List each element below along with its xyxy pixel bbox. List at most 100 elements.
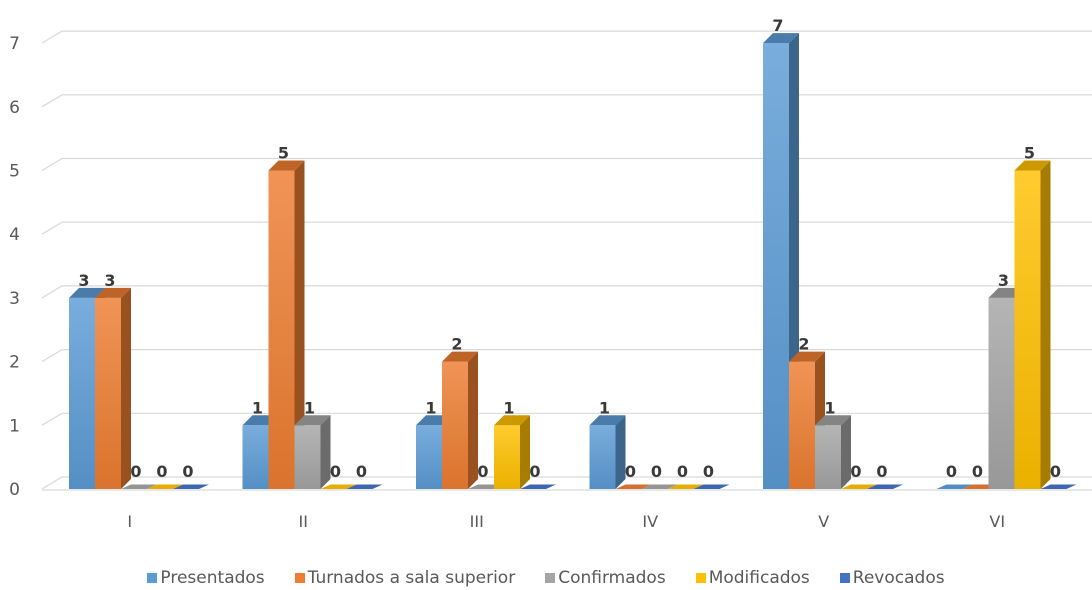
bar-front xyxy=(268,170,295,489)
data-label: 3 xyxy=(104,271,115,290)
legend-swatch xyxy=(147,573,158,583)
x-tick-label: V xyxy=(818,512,829,531)
bar-side xyxy=(320,415,331,489)
bar xyxy=(294,415,331,489)
bar xyxy=(346,484,383,489)
bar-side xyxy=(468,351,478,489)
bar xyxy=(867,484,903,489)
bar xyxy=(268,160,305,489)
legend-label: Revocados xyxy=(852,568,945,588)
bar-top xyxy=(1014,160,1051,171)
x-tick-label: II xyxy=(299,512,308,531)
bar xyxy=(589,415,626,489)
data-label: 2 xyxy=(798,335,809,354)
bar-top xyxy=(867,484,903,489)
y-tick-label: 1 xyxy=(9,416,20,436)
gridlines xyxy=(41,30,1092,491)
bar xyxy=(1040,484,1077,489)
bar xyxy=(693,484,730,489)
gridline xyxy=(41,285,1092,299)
bar-top xyxy=(320,484,357,489)
y-tick-label: 0 xyxy=(9,480,20,500)
y-tick-label: 4 xyxy=(9,225,20,245)
data-label: 3 xyxy=(998,271,1009,290)
data-label: 0 xyxy=(477,462,488,481)
data-label: 0 xyxy=(703,462,714,481)
data-label: 1 xyxy=(252,398,263,417)
bar-top xyxy=(442,351,478,362)
bar xyxy=(641,484,678,489)
data-label: 0 xyxy=(182,462,193,481)
legend-swatch xyxy=(545,573,556,583)
data-label: 0 xyxy=(677,462,688,481)
x-tick-label: IV xyxy=(642,512,658,531)
y-tick-label: 3 xyxy=(9,289,20,309)
legend-label: Modificados xyxy=(708,568,810,588)
bar xyxy=(1014,160,1051,489)
data-label: 0 xyxy=(130,462,141,481)
bar-front xyxy=(815,425,841,489)
bar-side xyxy=(841,415,851,489)
y-tick-label: 6 xyxy=(9,98,20,118)
bar-top xyxy=(589,415,626,426)
data-label: 3 xyxy=(78,271,89,290)
bar-top xyxy=(268,160,305,171)
x-tick-label: III xyxy=(470,512,484,531)
data-label: 0 xyxy=(972,462,983,481)
bar-top xyxy=(173,484,209,489)
data-label: 0 xyxy=(330,462,341,481)
bar-top xyxy=(346,484,383,489)
legend-swatch xyxy=(839,573,850,583)
bar xyxy=(615,484,652,489)
bar xyxy=(442,351,478,489)
bar xyxy=(494,415,530,489)
data-label: 0 xyxy=(356,462,367,481)
gridline xyxy=(41,476,1092,490)
data-label: 1 xyxy=(824,398,835,417)
legend-label: Presentados xyxy=(160,568,265,588)
bar xyxy=(815,415,851,489)
bar-front xyxy=(294,425,321,489)
data-label: 7 xyxy=(772,16,783,35)
legend: Presentados Turnados a sala superior Confi… xyxy=(0,566,1092,590)
bar-front xyxy=(789,361,815,489)
gridline xyxy=(41,349,1092,363)
data-label: 0 xyxy=(946,462,957,481)
data-label: 0 xyxy=(850,462,861,481)
bar xyxy=(988,287,1025,489)
bar-front xyxy=(416,425,442,489)
bar-top xyxy=(520,484,556,489)
y-axis: 0 1 2 3 4 5 6 7 xyxy=(9,34,20,500)
gridline xyxy=(41,157,1092,172)
y-tick-label: 2 xyxy=(9,353,20,373)
bar-front xyxy=(69,297,95,489)
gridline xyxy=(41,412,1092,426)
bar-top xyxy=(69,287,105,298)
legend-swatch xyxy=(695,573,706,583)
data-label: 0 xyxy=(156,462,167,481)
bar-top xyxy=(936,484,973,489)
bar-side xyxy=(615,415,626,489)
bar xyxy=(841,484,877,489)
bar-top xyxy=(1040,484,1077,489)
bars xyxy=(69,33,1077,489)
bar-top xyxy=(95,287,131,298)
bar xyxy=(121,484,157,489)
data-label: 1 xyxy=(599,398,610,417)
gridline xyxy=(41,221,1092,235)
data-label: 0 xyxy=(651,462,662,481)
data-label: 0 xyxy=(625,462,636,481)
bar-top xyxy=(667,484,704,489)
data-label: 1 xyxy=(425,398,436,417)
legend-label: Confirmados xyxy=(558,568,666,588)
bar-front xyxy=(1014,170,1041,489)
bar xyxy=(320,484,357,489)
y-tick-label: 7 xyxy=(9,34,20,54)
bar-top xyxy=(763,33,799,44)
gridline xyxy=(41,30,1092,44)
bar-side xyxy=(294,160,305,489)
data-label: 5 xyxy=(278,144,289,163)
data-label: 0 xyxy=(1050,462,1061,481)
